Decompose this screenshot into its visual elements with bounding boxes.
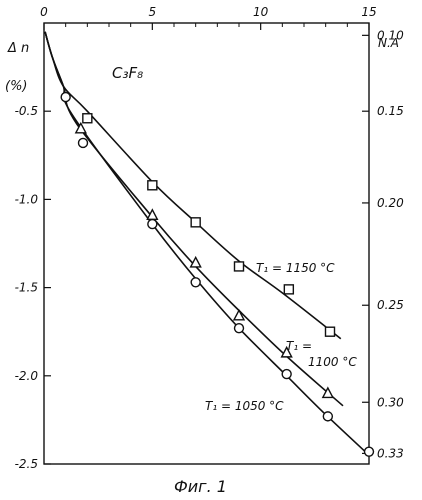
- marker-circle: [79, 138, 88, 147]
- right-tick-label: 0.15: [377, 104, 404, 118]
- marker-square: [83, 114, 92, 123]
- label-t1100-line1: T₁ =: [286, 339, 312, 353]
- curves: [45, 32, 369, 455]
- marker-square: [148, 181, 157, 190]
- marker-circle: [323, 412, 332, 421]
- x-tick-label: 10: [253, 5, 269, 19]
- right-tick-label: 0.20: [377, 196, 404, 210]
- marker-circle: [365, 447, 374, 456]
- label-t1100-line2: 1100 °C: [308, 355, 357, 369]
- figure-caption: Фиг. 1: [174, 477, 227, 496]
- y-tick-label: -1.0: [15, 192, 39, 206]
- y-tick-label: -2.0: [15, 369, 39, 383]
- marker-circle: [191, 278, 200, 287]
- label-t1050: T₁ = 1050 °C: [205, 399, 284, 413]
- x-tick-label: 5: [149, 5, 157, 19]
- y-tick-label: -2.5: [15, 457, 38, 471]
- right-tick-label: 0.30: [377, 395, 404, 409]
- marker-circle: [235, 324, 244, 333]
- marker-square: [191, 218, 200, 227]
- y-tick-label: -1.5: [15, 281, 38, 295]
- marker-square: [284, 285, 293, 294]
- marker-circle: [148, 220, 157, 229]
- right-tick-label: 0.33: [377, 446, 404, 460]
- label-t1150: T₁ = 1150 °C: [256, 261, 335, 275]
- left-axis-label: Δ n: [7, 41, 29, 56]
- curve-1050: [45, 32, 369, 455]
- marker-triangle: [147, 210, 157, 220]
- y-tick-label: -0.5: [15, 104, 38, 118]
- x-tick-label: 15: [361, 5, 376, 19]
- right-axis-label: N.A: [378, 36, 399, 50]
- x-tick-label: 0: [40, 5, 48, 19]
- right-tick-label: 0.25: [377, 298, 404, 312]
- curve-1150: [45, 32, 341, 339]
- marker-square: [326, 327, 335, 336]
- marker-circle: [282, 370, 291, 379]
- left-axis-unit: (%): [5, 79, 28, 94]
- marker-square: [235, 262, 244, 271]
- marker-circle: [61, 93, 70, 102]
- plot-frame: [44, 23, 369, 464]
- gas-label: C₃F₈: [112, 64, 143, 82]
